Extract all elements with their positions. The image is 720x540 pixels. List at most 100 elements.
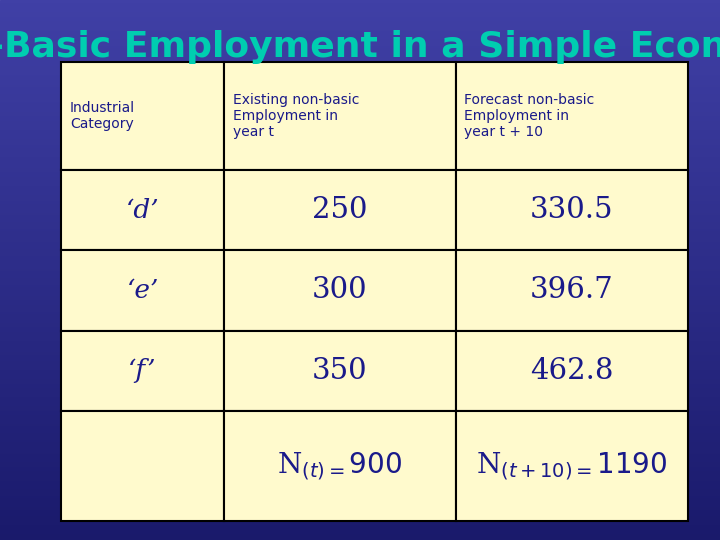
Bar	[0, 126, 720, 128]
Bar	[0, 474, 720, 475]
Bar	[0, 52, 720, 54]
Bar	[0, 275, 720, 277]
Bar	[0, 309, 720, 312]
Bar	[0, 466, 720, 468]
Bar	[0, 231, 720, 232]
Bar	[0, 457, 720, 459]
Bar	[0, 373, 720, 374]
Bar	[0, 140, 720, 142]
Bar	[0, 248, 720, 250]
Text: 396.7: 396.7	[530, 276, 613, 305]
Bar	[0, 304, 720, 306]
Bar	[0, 38, 720, 39]
Bar	[0, 204, 720, 205]
Bar	[0, 115, 720, 117]
Bar	[0, 167, 720, 169]
Bar	[456, 170, 688, 251]
Bar	[0, 23, 720, 25]
Bar	[0, 538, 720, 540]
Bar	[0, 99, 720, 101]
Bar	[0, 282, 720, 285]
Bar	[0, 400, 720, 401]
Bar	[0, 164, 720, 166]
Bar	[0, 189, 720, 191]
Bar	[0, 390, 720, 393]
Bar	[0, 79, 720, 81]
Bar	[0, 490, 720, 491]
Bar	[0, 193, 720, 194]
Bar	[0, 331, 720, 333]
Bar	[0, 216, 720, 218]
Bar	[0, 374, 720, 376]
Bar	[0, 184, 720, 185]
Bar	[0, 155, 720, 157]
Bar	[0, 119, 720, 120]
Bar	[0, 18, 720, 20]
Bar	[0, 501, 720, 502]
Bar	[0, 108, 720, 110]
Bar	[0, 104, 720, 106]
Text: 250: 250	[312, 196, 368, 224]
Bar	[0, 263, 720, 265]
Bar	[0, 495, 720, 497]
Text: 462.8: 462.8	[530, 357, 613, 385]
Bar	[0, 401, 720, 403]
Bar	[0, 536, 720, 538]
Bar	[456, 62, 688, 170]
Bar	[0, 234, 720, 236]
Bar	[0, 498, 720, 501]
Bar	[0, 353, 720, 355]
Bar	[0, 447, 720, 448]
Bar	[0, 292, 720, 293]
Bar	[0, 254, 720, 255]
Bar	[0, 339, 720, 340]
Bar	[0, 515, 720, 517]
Bar	[0, 39, 720, 42]
Bar	[0, 110, 720, 112]
Bar	[0, 2, 720, 4]
Bar	[0, 531, 720, 533]
Bar	[0, 312, 720, 313]
Bar	[0, 178, 720, 180]
Bar	[0, 396, 720, 398]
Bar	[0, 66, 720, 69]
Bar	[0, 452, 720, 454]
Bar	[0, 16, 720, 18]
Bar	[0, 484, 720, 486]
Bar	[0, 112, 720, 113]
Bar	[0, 450, 720, 452]
Bar	[0, 470, 720, 471]
Bar	[0, 151, 720, 153]
Bar	[0, 166, 720, 167]
Bar	[0, 482, 720, 484]
Bar	[0, 481, 720, 482]
Bar	[0, 407, 720, 409]
Bar	[0, 508, 720, 509]
Bar	[0, 171, 720, 173]
Bar	[0, 356, 720, 358]
Bar	[0, 329, 720, 331]
Bar	[0, 425, 720, 427]
Bar	[0, 31, 720, 32]
Text: Non-Basic Employment in a Simple Economy: Non-Basic Employment in a Simple Economy	[0, 30, 720, 64]
Bar	[0, 288, 720, 290]
Bar	[0, 479, 720, 481]
Bar	[0, 393, 720, 394]
Bar	[0, 344, 720, 346]
Bar	[0, 157, 720, 158]
Bar	[0, 416, 720, 417]
Bar	[0, 45, 720, 47]
Bar	[0, 259, 720, 261]
Bar	[0, 29, 720, 31]
Bar	[0, 42, 720, 43]
Bar	[0, 49, 720, 50]
Bar	[0, 196, 720, 198]
Bar	[0, 101, 720, 103]
Bar	[0, 258, 720, 259]
Bar	[0, 371, 720, 373]
Bar	[0, 160, 720, 162]
Bar	[0, 128, 720, 130]
Bar	[0, 509, 720, 511]
Bar	[0, 113, 720, 115]
Bar	[0, 70, 720, 72]
